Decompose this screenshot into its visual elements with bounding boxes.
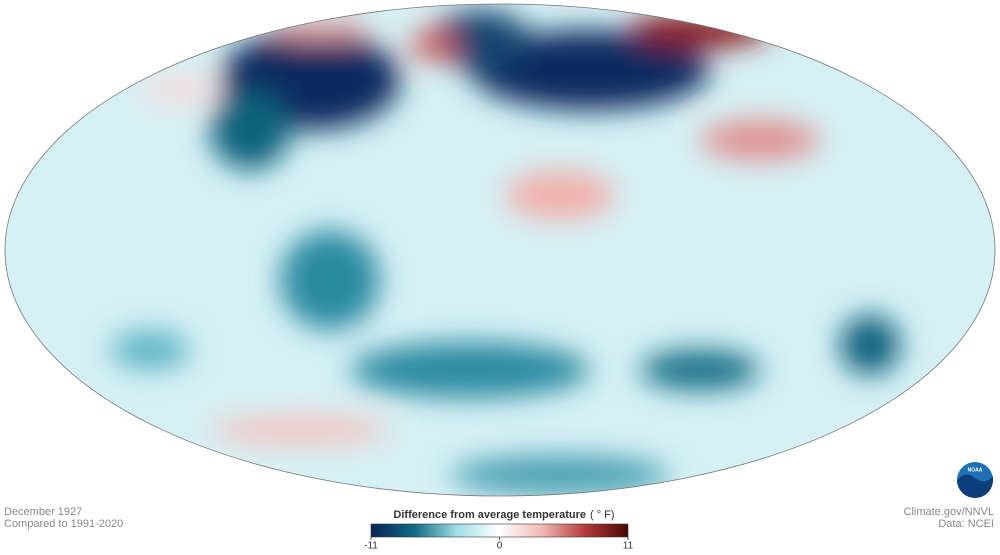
map-date: December 1927: [4, 506, 82, 518]
credit-source: Climate.gov/NNVL: [904, 506, 994, 518]
legend-tick-label: 0: [497, 541, 503, 552]
globe-outline: [4, 3, 996, 497]
map-baseline: Compared to 1991-2020: [4, 518, 123, 530]
legend-title: Difference from average temperature: [393, 509, 586, 521]
legend-tick-label: 11: [623, 541, 634, 552]
colorbar: [370, 523, 629, 538]
logo-text: NOAA: [968, 467, 983, 473]
legend-tick-label: -11: [364, 541, 378, 552]
noaa-logo: NOAA: [957, 462, 993, 498]
credit-data: Data: NCEI: [938, 518, 994, 530]
legend-unit: ( ° F): [590, 509, 615, 521]
temperature-map: [5, 4, 995, 496]
